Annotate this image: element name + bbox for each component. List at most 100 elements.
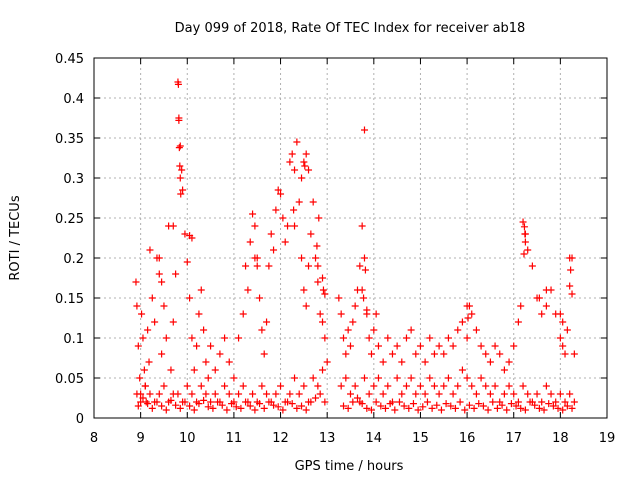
data-point	[204, 403, 212, 411]
data-point	[155, 390, 163, 398]
data-point	[174, 390, 182, 398]
data-point	[209, 404, 217, 412]
data-point	[547, 390, 555, 398]
data-point	[146, 246, 154, 254]
data-point	[356, 262, 364, 270]
data-point	[528, 262, 536, 270]
data-point	[475, 400, 483, 408]
data-point	[319, 286, 327, 294]
data-point	[430, 350, 438, 358]
data-point	[134, 402, 142, 410]
data-point	[514, 318, 522, 326]
data-point	[426, 374, 434, 382]
y-tick-label: 0.3	[63, 172, 84, 187]
data-point	[456, 398, 464, 406]
data-point	[239, 382, 247, 390]
data-point	[274, 186, 282, 194]
data-point	[244, 286, 252, 294]
data-point	[270, 246, 278, 254]
data-point	[301, 162, 309, 170]
data-point	[204, 374, 212, 382]
data-point	[148, 404, 156, 412]
data-point	[263, 390, 271, 398]
data-point	[465, 401, 473, 409]
data-point	[162, 406, 170, 414]
data-point	[133, 302, 141, 310]
data-point	[491, 382, 499, 390]
data-point	[309, 374, 317, 382]
data-point	[489, 398, 497, 406]
data-point	[179, 186, 187, 194]
data-point	[175, 144, 183, 152]
x-tick-label: 11	[226, 431, 243, 446]
data-point	[520, 250, 528, 258]
x-tick-label: 17	[505, 431, 522, 446]
data-point	[458, 318, 466, 326]
data-point	[479, 402, 487, 410]
data-point	[521, 230, 529, 238]
data-point	[239, 310, 247, 318]
data-point	[235, 390, 243, 398]
data-point	[291, 166, 299, 174]
data-point	[524, 246, 532, 254]
data-point	[372, 398, 380, 406]
data-point	[175, 116, 183, 124]
data-point	[314, 262, 322, 270]
data-point	[386, 400, 394, 408]
data-point	[414, 406, 422, 414]
data-point	[521, 406, 529, 414]
data-point	[221, 334, 229, 342]
data-point	[302, 150, 310, 158]
data-point	[300, 158, 308, 166]
data-point	[344, 326, 352, 334]
data-point	[230, 374, 238, 382]
data-point	[416, 342, 424, 350]
data-point	[512, 402, 520, 410]
data-point	[323, 358, 331, 366]
data-point	[365, 334, 373, 342]
data-point	[430, 382, 438, 390]
data-point	[477, 342, 485, 350]
data-point	[486, 358, 494, 366]
data-point	[151, 318, 159, 326]
data-point	[500, 366, 508, 374]
data-point	[286, 158, 294, 166]
data-point	[556, 310, 564, 318]
data-point	[302, 406, 310, 414]
data-point	[133, 390, 141, 398]
x-tick-label: 9	[136, 431, 144, 446]
data-point	[141, 382, 149, 390]
data-point	[298, 174, 306, 182]
data-point	[477, 374, 485, 382]
data-point	[148, 294, 156, 302]
data-point	[542, 286, 550, 294]
data-point	[400, 402, 408, 410]
data-point	[538, 310, 546, 318]
data-point	[384, 382, 392, 390]
data-point	[335, 294, 343, 302]
data-point	[307, 230, 315, 238]
data-point	[388, 350, 396, 358]
data-point	[260, 350, 268, 358]
data-point	[272, 390, 280, 398]
data-point	[393, 342, 401, 350]
data-point	[463, 374, 471, 382]
data-point	[363, 404, 371, 412]
data-point	[505, 358, 513, 366]
data-point	[395, 398, 403, 406]
data-point	[435, 342, 443, 350]
data-point	[517, 302, 525, 310]
data-point	[482, 350, 490, 358]
data-point	[265, 262, 273, 270]
y-tick-label: 0.4	[63, 92, 84, 107]
data-point	[347, 342, 354, 350]
data-point	[559, 318, 567, 326]
data-point	[176, 174, 184, 182]
data-point	[293, 138, 301, 146]
data-point	[256, 294, 264, 302]
plot-border	[93, 57, 608, 419]
data-point	[416, 382, 424, 390]
data-point	[251, 254, 259, 262]
data-point	[178, 166, 186, 174]
data-point	[307, 398, 315, 406]
